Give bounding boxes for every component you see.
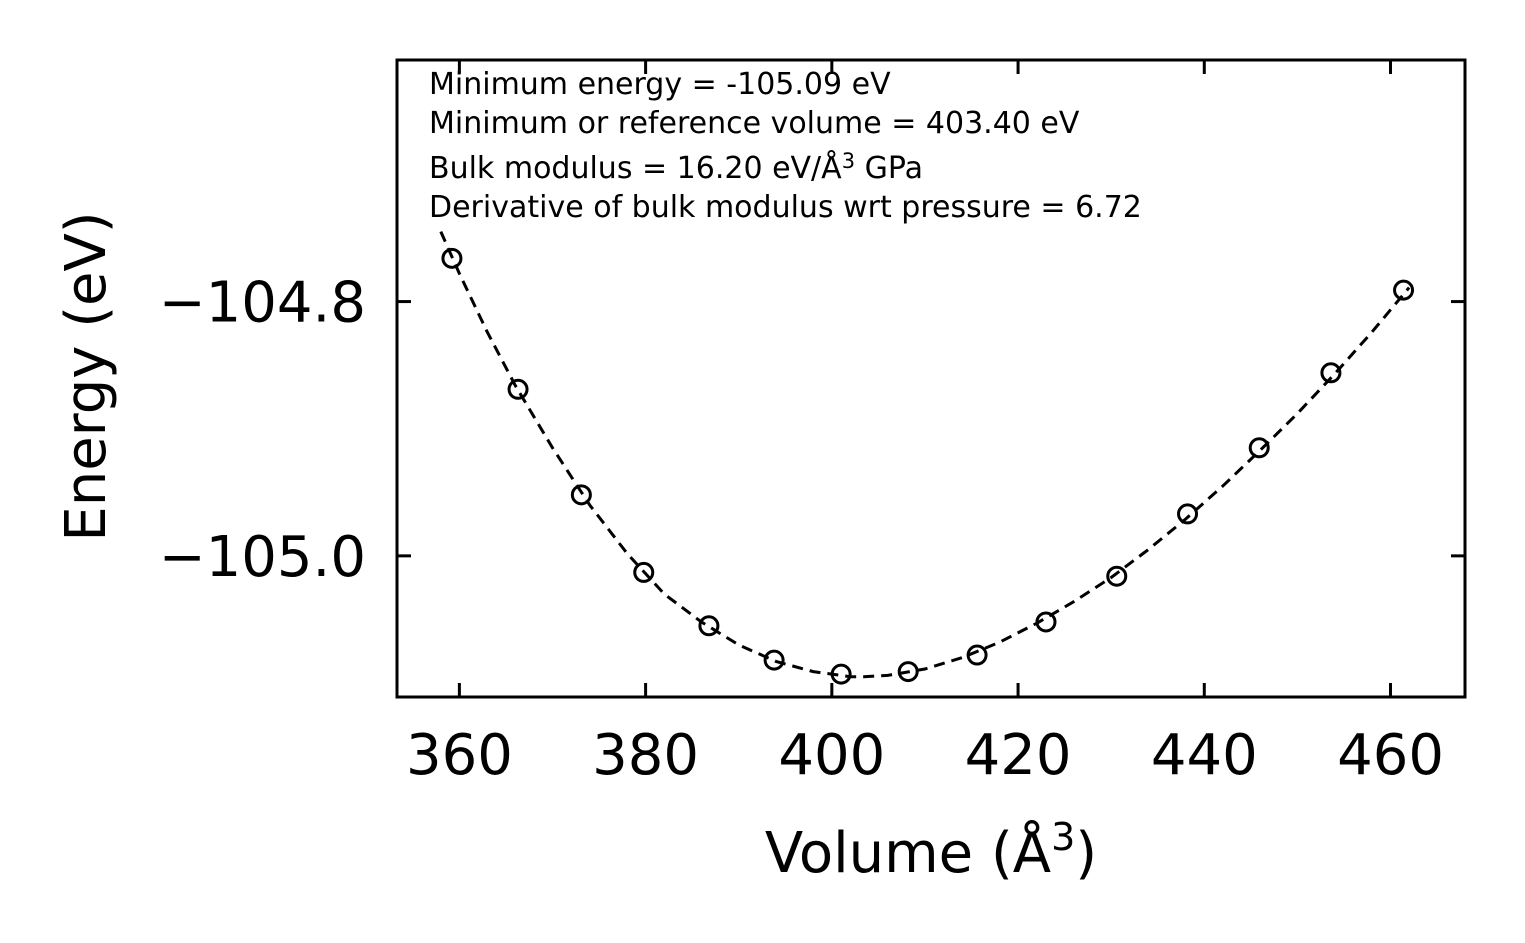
x-tick-label: 420: [965, 723, 1072, 788]
data-point: [1393, 279, 1415, 301]
data-point: [897, 661, 919, 683]
annotation-box: Minimum energy = -105.09 eV Minimum or re…: [429, 67, 1142, 225]
x-tick-label: 380: [592, 723, 699, 788]
x-axis-title: Volume (Å3): [765, 815, 1097, 886]
x-tick-label: 460: [1337, 723, 1444, 788]
data-point: [1320, 362, 1342, 384]
y-axis: −104.8 −105.0: [159, 271, 1465, 590]
y-axis-title: Energy (eV): [54, 211, 119, 541]
axes-frame: [395, 58, 1467, 699]
data-point: [698, 615, 720, 637]
data-point: [1177, 503, 1199, 525]
data-point: [633, 561, 655, 583]
x-tick-label: 360: [406, 723, 513, 788]
annotation-line: Bulk modulus = 16.20 eV/Å3 GPa: [429, 149, 923, 186]
data-point: [507, 378, 529, 400]
x-axis: 360 380 400 420 440 460: [406, 60, 1444, 788]
data-point: [830, 663, 852, 685]
data-point: [1106, 565, 1128, 587]
data-point: [570, 484, 592, 506]
annotation-line: Minimum energy = -105.09 eV: [429, 67, 891, 102]
plot-area: [439, 230, 1415, 685]
data-point: [966, 644, 988, 666]
data-point: [763, 649, 785, 671]
y-tick-label: −105.0: [159, 525, 366, 590]
annotation-line: Minimum or reference volume = 403.40 eV: [429, 106, 1080, 141]
x-tick-label: 400: [778, 723, 885, 788]
data-point: [441, 247, 463, 269]
annotation-line: Derivative of bulk modulus wrt pressure …: [429, 190, 1142, 225]
data-point: [1035, 611, 1057, 633]
x-tick-label: 440: [1151, 723, 1258, 788]
data-point: [1248, 437, 1270, 459]
y-tick-label: −104.8: [159, 271, 366, 336]
